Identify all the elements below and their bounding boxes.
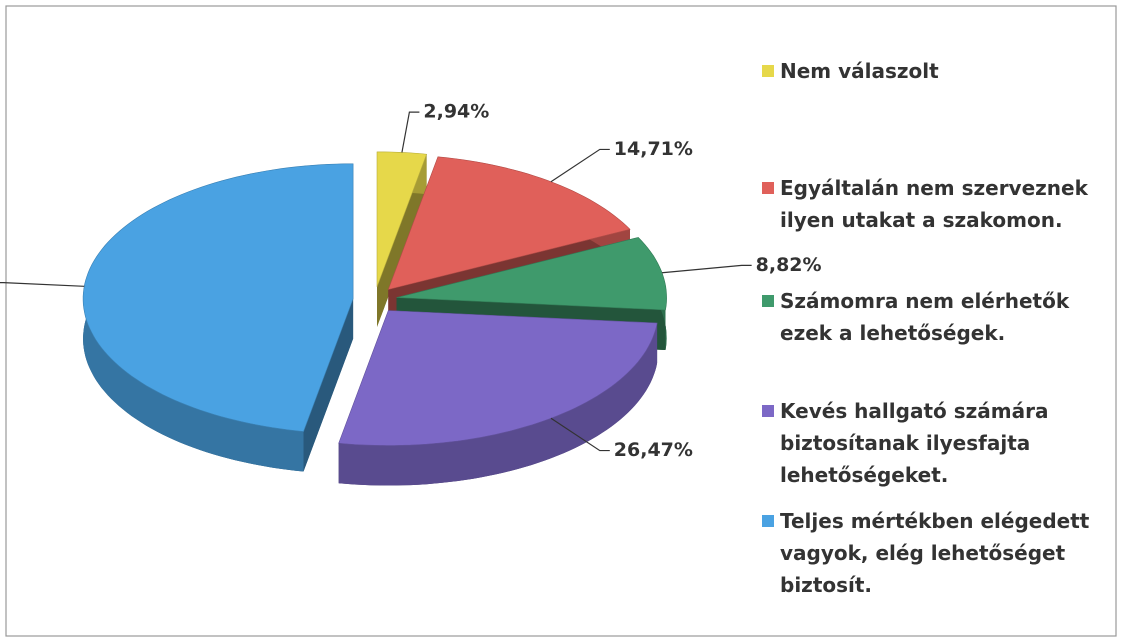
- legend-swatch: [762, 182, 774, 194]
- slice: [376, 151, 428, 288]
- leader-line: [401, 111, 420, 153]
- legend-label: Kevés hallgató számára biztosítanak ilye…: [780, 399, 1049, 487]
- leader-line: [661, 264, 752, 274]
- data-label: 8,82%: [756, 254, 822, 276]
- data-label: 2,94%: [423, 101, 489, 123]
- data-label: 14,71%: [614, 138, 693, 160]
- legend-item: Teljes mértékben elégedett vagyok, elég …: [762, 505, 1110, 601]
- frame: [5, 5, 1117, 637]
- legend-item: Egyáltalán nem szerveznek ilyen utakat a…: [762, 172, 1110, 236]
- legend-label: Számomra nem elérhetők ezek a lehetősége…: [780, 289, 1070, 345]
- legend-label: Teljes mértékben elégedett vagyok, elég …: [780, 509, 1090, 597]
- legend-swatch: [762, 515, 774, 527]
- leader-line: [0, 281, 85, 287]
- slice: [82, 163, 354, 432]
- leader-line: [550, 417, 610, 452]
- legend-swatch: [762, 405, 774, 417]
- legend-item: Nem válaszolt: [762, 55, 1110, 87]
- legend-item: Kevés hallgató számára biztosítanak ilye…: [762, 395, 1110, 491]
- legend-swatch: [762, 65, 774, 77]
- slice-wall: [303, 298, 354, 472]
- leader-line: [550, 148, 610, 183]
- slice: [396, 237, 667, 311]
- data-label: 26,47%: [614, 439, 693, 461]
- legend-label: Egyáltalán nem szerveznek ilyen utakat a…: [780, 176, 1088, 232]
- slice-wall: [377, 154, 427, 327]
- legend-label: Nem válaszolt: [780, 59, 939, 83]
- legend-item: Számomra nem elérhetők ezek a lehetősége…: [762, 285, 1110, 349]
- legend-swatch: [762, 295, 774, 307]
